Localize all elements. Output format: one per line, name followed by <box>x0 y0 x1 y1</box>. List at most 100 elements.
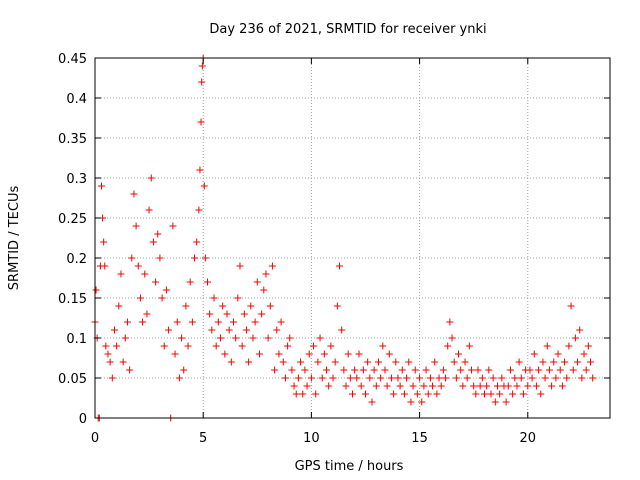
data-point <box>195 206 203 214</box>
data-point <box>219 302 227 310</box>
data-point <box>100 238 108 246</box>
data-point <box>567 302 575 310</box>
data-point <box>268 262 276 270</box>
data-point <box>165 326 173 334</box>
data-point <box>266 302 274 310</box>
data-point <box>565 342 573 350</box>
data-point <box>366 374 374 382</box>
data-point <box>504 382 512 390</box>
data-point <box>511 374 519 382</box>
data-point <box>433 390 441 398</box>
data-point <box>229 318 237 326</box>
data-point <box>92 286 100 294</box>
data-point <box>435 374 443 382</box>
data-point <box>589 374 597 382</box>
data-point <box>409 382 417 390</box>
plot-frame <box>94 57 611 419</box>
data-point <box>141 270 149 278</box>
data-point <box>426 374 434 382</box>
data-point <box>400 390 408 398</box>
data-point <box>294 374 302 382</box>
data-point <box>318 374 326 382</box>
data-point <box>582 366 590 374</box>
data-point <box>392 358 400 366</box>
data-point <box>532 382 540 390</box>
data-point <box>379 342 387 350</box>
data-point <box>331 358 339 366</box>
data-point <box>420 382 428 390</box>
y-tick-label: 0.3 <box>66 172 87 187</box>
data-point <box>106 358 114 366</box>
data-point <box>340 366 348 374</box>
data-point <box>349 390 356 398</box>
data-point <box>180 366 188 374</box>
data-point <box>196 166 204 174</box>
data-point <box>242 326 250 334</box>
data-point <box>368 398 376 406</box>
y-tick-label: 0.35 <box>58 132 87 147</box>
data-point <box>147 174 155 182</box>
data-point <box>342 382 350 390</box>
data-point <box>355 350 363 358</box>
data-point <box>571 334 579 342</box>
data-point <box>558 382 566 390</box>
data-point <box>429 382 437 390</box>
data-point <box>472 390 480 398</box>
data-point <box>201 254 209 262</box>
data-point <box>470 382 478 390</box>
data-point <box>336 262 344 270</box>
data-point <box>578 374 586 382</box>
data-point <box>444 342 452 350</box>
data-point <box>361 390 369 398</box>
y-tick-label: 0.4 <box>66 92 87 107</box>
data-point <box>104 350 112 358</box>
x-tick-label: 0 <box>91 431 99 446</box>
data-point <box>316 334 324 342</box>
data-point <box>301 366 309 374</box>
data-point <box>312 390 320 398</box>
data-point <box>424 390 432 398</box>
data-point <box>236 262 244 270</box>
data-points-layer <box>91 54 597 422</box>
data-point <box>186 278 194 286</box>
data-point <box>97 182 105 190</box>
data-point <box>513 382 521 390</box>
data-point <box>191 254 199 262</box>
data-point <box>169 222 177 230</box>
data-point <box>452 374 460 382</box>
data-point <box>307 374 315 382</box>
data-point <box>232 334 240 342</box>
data-point <box>411 366 419 374</box>
data-point <box>258 310 266 318</box>
data-point <box>134 262 142 270</box>
data-point <box>145 206 153 214</box>
data-point <box>351 366 359 374</box>
data-point <box>325 382 333 390</box>
data-point <box>491 398 499 406</box>
data-point <box>206 310 214 318</box>
data-point <box>279 358 287 366</box>
data-point <box>284 342 292 350</box>
data-point <box>561 358 569 366</box>
data-point <box>569 366 577 374</box>
data-point <box>370 366 378 374</box>
data-point <box>101 262 109 270</box>
data-point <box>310 342 318 350</box>
data-point <box>132 222 140 230</box>
data-point <box>413 390 421 398</box>
data-point <box>448 334 456 342</box>
data-point <box>377 374 385 382</box>
data-point <box>200 182 208 190</box>
data-point <box>461 358 469 366</box>
data-point <box>204 278 212 286</box>
data-point <box>149 238 157 246</box>
data-point <box>580 350 588 358</box>
ticks-layer: 0 0.05 0.1 0.15 0.2 0.25 0.3 0.35 0.4 0.45 0 5 10 15 2… <box>58 52 610 446</box>
x-tick-label: 5 <box>199 431 207 446</box>
data-point <box>450 358 458 366</box>
data-point <box>212 342 220 350</box>
data-point <box>227 358 235 366</box>
data-point <box>327 342 335 350</box>
data-point <box>563 374 571 382</box>
data-point <box>478 374 486 382</box>
